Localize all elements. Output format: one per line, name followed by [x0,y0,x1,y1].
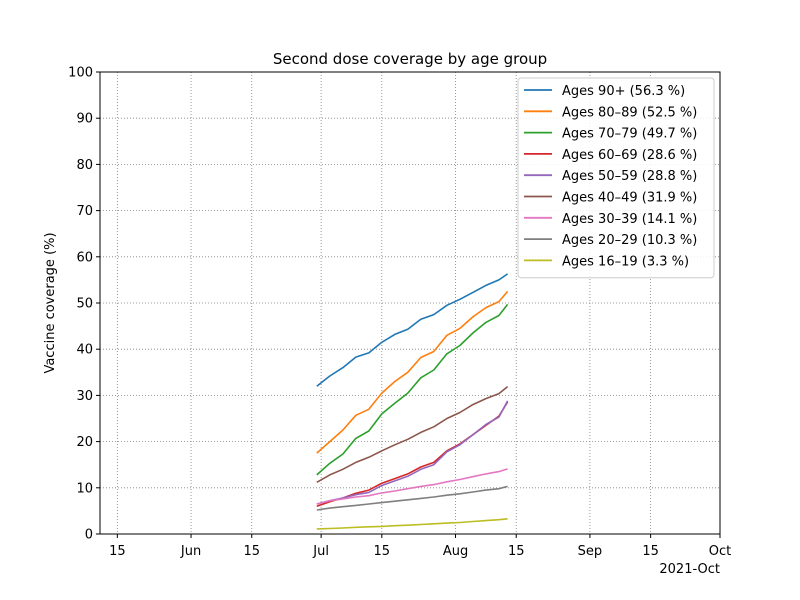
series-line [316,518,508,530]
x-tick-label: 15 [109,544,126,559]
legend-label: Ages 40–49 (31.9 %) [562,191,697,206]
legend-label: Ages 16–19 (3.3 %) [562,254,689,269]
x-axis-offset-label: 2021-Oct [659,562,720,577]
y-tick-label: 10 [76,481,93,496]
legend-box [517,77,715,279]
y-tick-label: 60 [76,250,93,265]
y-tick-label: 30 [76,389,93,404]
series-line [316,303,509,476]
x-tick-label: Jun [180,544,201,559]
x-tick-label: Aug [443,544,468,559]
x-tick-label: Oct [709,544,731,559]
legend-label: Ages 70–79 (49.7 %) [562,127,697,142]
y-tick-label: 20 [76,435,93,450]
x-tick-label: 15 [508,544,525,559]
x-tick-label: Sep [578,544,603,559]
series-line [316,273,509,387]
series-line [316,485,508,511]
y-axis: 0 10 20 30 40 50 60 70 80 90 100 [68,66,100,543]
x-axis: 15 Jun 15 Jul 15 Aug 15 Sep 15 Oct [109,534,731,559]
series-line [316,400,509,505]
y-tick-label: 100 [68,66,93,81]
series-line [316,468,508,505]
series-line [316,385,509,483]
legend-label: Ages 80–89 (52.5 %) [562,105,697,120]
y-tick-label: 80 [76,158,93,173]
legend-label: Ages 20–29 (10.3 %) [562,233,697,248]
x-tick-label: 15 [243,544,260,559]
series-line [316,290,509,454]
legend-label: Ages 60–69 (28.6 %) [562,148,697,163]
y-tick-label: 40 [76,343,93,358]
y-tick-label: 50 [76,297,93,312]
legend: Ages 90+ (56.3 %) Ages 80–89 (52.5 %) Ages… [517,77,715,279]
x-tick-label: Jul [312,544,329,559]
series-lines [316,273,509,530]
y-tick-label: 70 [76,204,93,219]
legend-label: Ages 30–39 (14.1 %) [562,212,697,227]
y-axis-label: Vaccine coverage (%) [43,232,58,373]
y-tick-label: 0 [85,528,93,543]
legend-label: Ages 90+ (56.3 %) [562,84,685,99]
x-tick-label: 15 [642,544,659,559]
legend-label: Ages 50–59 (28.8 %) [562,169,697,184]
x-tick-label: 15 [374,544,391,559]
chart-title: Second dose coverage by age group [273,50,547,68]
y-tick-label: 90 [76,112,93,127]
